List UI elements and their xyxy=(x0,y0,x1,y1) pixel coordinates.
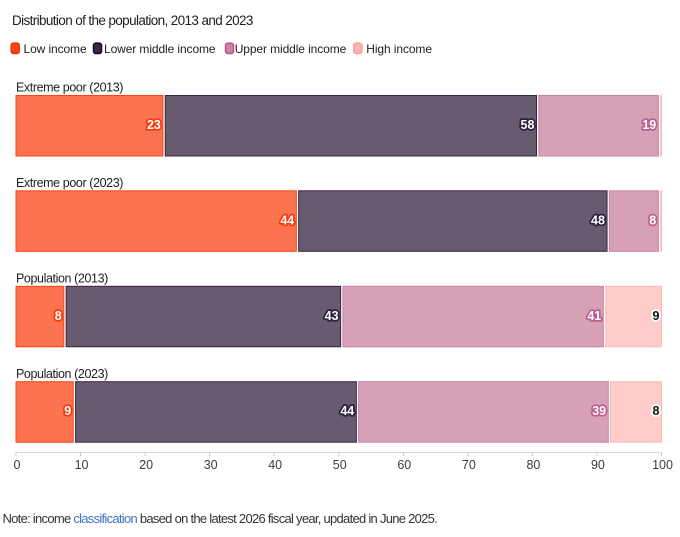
svg-text:Lower middle income: Lower middle income xyxy=(104,42,216,56)
svg-text:8: 8 xyxy=(649,213,656,227)
svg-text:50: 50 xyxy=(333,458,347,472)
svg-text:Upper middle income: Upper middle income xyxy=(235,42,347,56)
svg-text:High income: High income xyxy=(366,42,432,56)
svg-text:39: 39 xyxy=(592,404,606,418)
svg-text:19: 19 xyxy=(642,118,656,132)
svg-text:9: 9 xyxy=(652,309,659,323)
svg-text:Extreme poor (2013): Extreme poor (2013) xyxy=(16,81,123,95)
svg-text:Note: income classification ba: Note: income classification based on the… xyxy=(3,511,438,526)
svg-text:58: 58 xyxy=(521,118,535,132)
svg-text:10: 10 xyxy=(75,458,89,472)
svg-text:Extreme poor (2023): Extreme poor (2023) xyxy=(16,176,123,190)
svg-text:0: 0 xyxy=(14,458,21,472)
svg-text:48: 48 xyxy=(591,213,605,227)
svg-text:44: 44 xyxy=(280,213,294,227)
svg-text:Distribution of the population: Distribution of the population, 2013 and… xyxy=(12,13,253,28)
svg-text:20: 20 xyxy=(139,458,153,472)
svg-text:30: 30 xyxy=(204,458,218,472)
svg-text:44: 44 xyxy=(340,404,354,418)
svg-text:100: 100 xyxy=(652,458,673,472)
svg-text:8: 8 xyxy=(652,404,659,418)
svg-text:23: 23 xyxy=(147,118,161,132)
svg-text:9: 9 xyxy=(64,404,71,418)
svg-text:40: 40 xyxy=(268,458,282,472)
svg-text:8: 8 xyxy=(55,309,62,323)
svg-text:90: 90 xyxy=(591,458,605,472)
svg-text:80: 80 xyxy=(526,458,540,472)
svg-text:60: 60 xyxy=(397,458,411,472)
svg-text:Population (2023): Population (2023) xyxy=(16,367,108,381)
svg-text:70: 70 xyxy=(462,458,476,472)
svg-text:41: 41 xyxy=(587,309,601,323)
svg-text:Low income: Low income xyxy=(24,42,87,56)
svg-text:43: 43 xyxy=(325,309,339,323)
svg-text:Population (2013): Population (2013) xyxy=(16,272,108,286)
